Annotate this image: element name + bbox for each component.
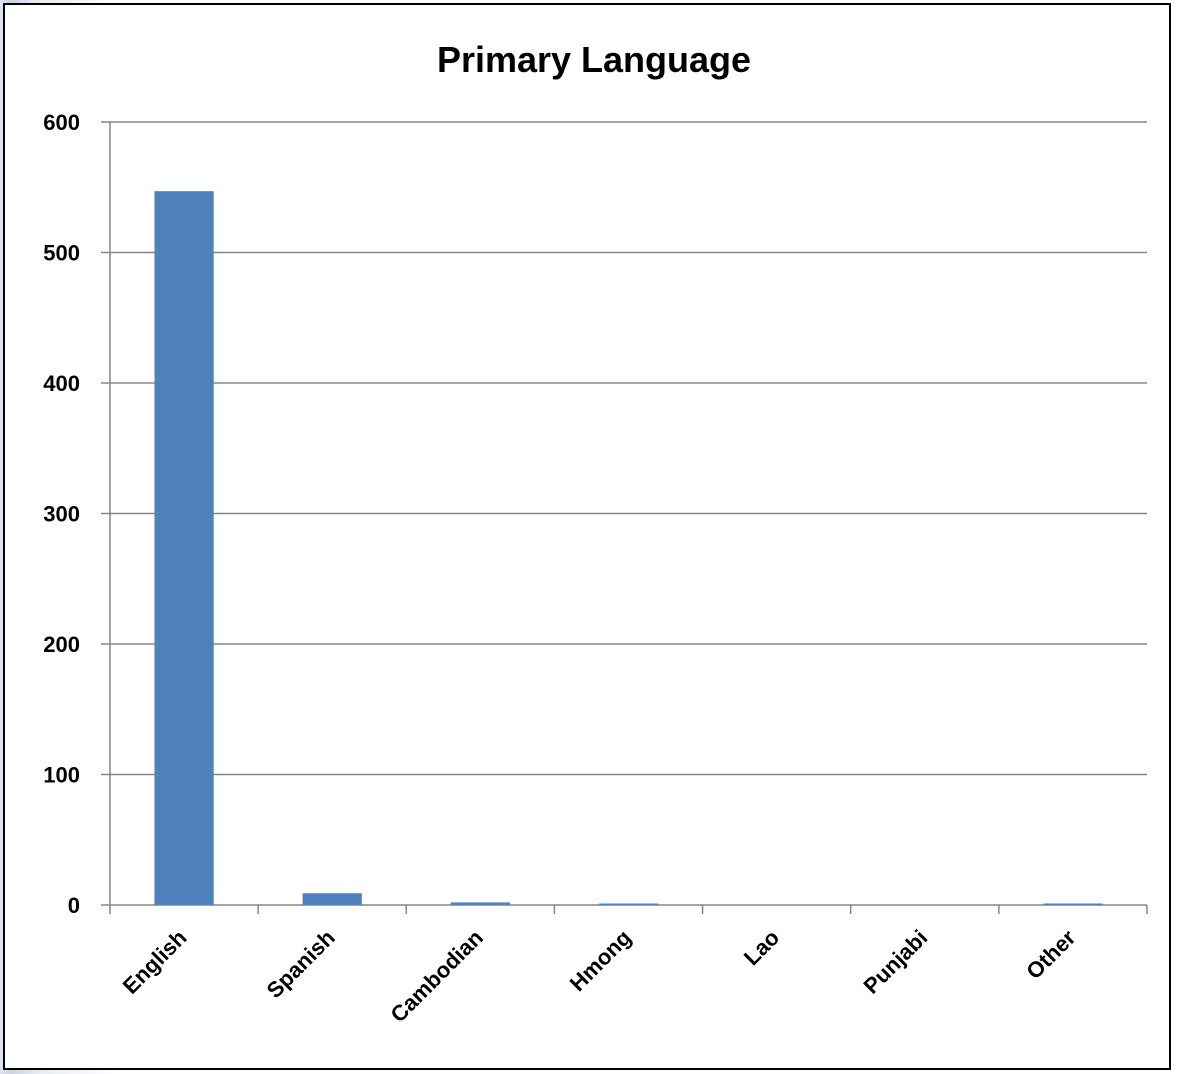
y-tick-label: 200	[43, 632, 80, 657]
axes	[101, 121, 1148, 914]
x-tick-label: Spanish	[262, 925, 340, 1003]
y-tick-label: 300	[43, 502, 80, 527]
y-tick-label: 400	[43, 371, 80, 396]
x-tick-label: Other	[1021, 925, 1080, 984]
bars	[154, 191, 1103, 906]
chart-title: Primary Language	[437, 39, 751, 80]
x-tick-label: Punjabi	[858, 925, 932, 999]
x-tick-label: Hmong	[565, 925, 636, 996]
bar-hmong	[598, 903, 659, 905]
y-tick-label: 0	[68, 893, 80, 918]
bar-other	[1043, 903, 1103, 905]
y-tick-label: 600	[43, 110, 80, 135]
gridlines	[110, 121, 1147, 776]
bar-english	[154, 191, 214, 906]
y-tick-label: 500	[43, 241, 80, 266]
bar-cambodian	[450, 902, 510, 905]
bar-spanish	[302, 893, 362, 905]
x-tick-label: Cambodian	[386, 925, 488, 1027]
x-tick-label: Lao	[739, 925, 784, 970]
x-tick-label: English	[118, 925, 192, 999]
y-tick-label: 100	[43, 763, 80, 788]
